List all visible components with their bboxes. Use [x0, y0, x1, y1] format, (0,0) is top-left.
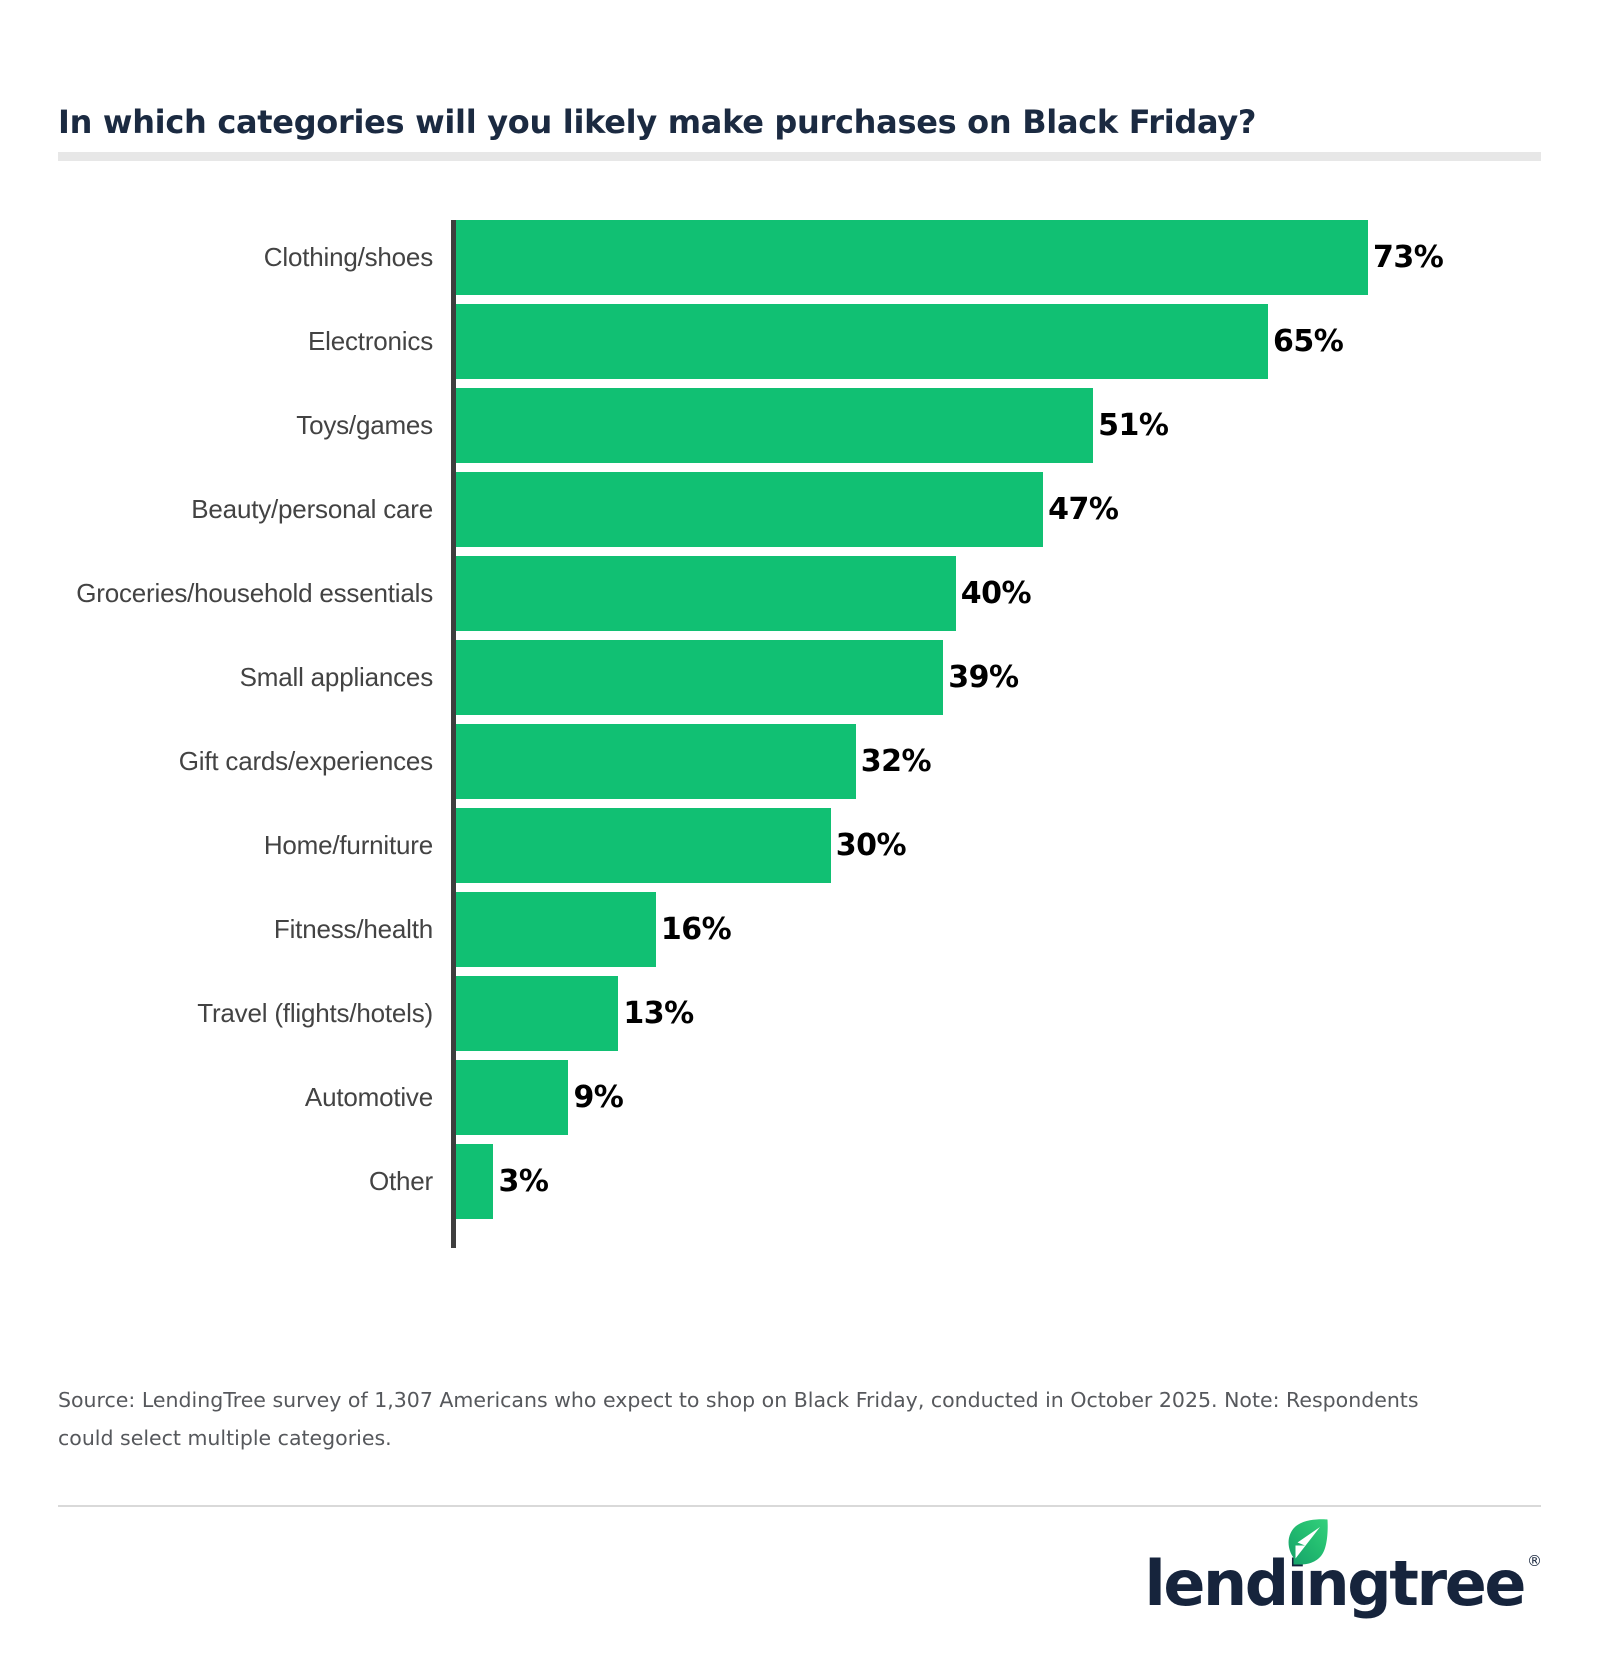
bar-value-label: 65%	[1273, 324, 1344, 359]
bar-row: Gift cards/experiences 32%	[0, 724, 1600, 799]
bar-value-label: 9%	[573, 1080, 624, 1115]
bar	[456, 724, 856, 799]
bar	[456, 1060, 569, 1135]
lendingtree-logo: lendingtree ®	[1144, 1519, 1542, 1621]
category-label: Travel (flights/hotels)	[197, 998, 433, 1028]
bar-row: Toys/games 51%	[0, 388, 1600, 463]
header-divider	[58, 152, 1541, 161]
bar-and-value: 32%	[456, 724, 932, 799]
category-label: Clothing/shoes	[263, 242, 433, 272]
bar-value-label: 30%	[835, 828, 907, 863]
bar-rows: Clothing/shoes 73% Electronics 65% Toys/game…	[0, 220, 1600, 1228]
bar	[456, 556, 956, 631]
bar-value-label: 16%	[660, 912, 732, 947]
source-note: Source: LendingTree survey of 1,307 Amer…	[58, 1388, 1419, 1450]
bar-row: Fitness/health 16%	[0, 892, 1600, 967]
category-label: Other	[368, 1166, 433, 1196]
bar-and-value: 3%	[456, 1144, 549, 1219]
bar-row: Clothing/shoes 73%	[0, 220, 1600, 295]
bar-value-label: 73%	[1373, 240, 1444, 275]
category-label: Groceries/household essentials	[76, 578, 433, 608]
footer-divider	[58, 1505, 1541, 1507]
category-label: Automotive	[304, 1082, 433, 1112]
bar-value-label: 32%	[860, 744, 932, 779]
bar-chart: Clothing/shoes 73% Electronics 65% Toys/game…	[0, 220, 1600, 1280]
bar	[456, 976, 619, 1051]
bar	[456, 472, 1044, 547]
bar-and-value: 47%	[456, 472, 1119, 547]
bar	[456, 304, 1269, 379]
bar-and-value: 13%	[456, 976, 694, 1051]
bar-and-value: 9%	[456, 1060, 624, 1135]
bar-and-value: 16%	[456, 892, 732, 967]
bar-row: Beauty/personal care 47%	[0, 472, 1600, 547]
category-label: Gift cards/experiences	[178, 746, 433, 776]
bar-value-label: 13%	[623, 996, 694, 1031]
category-label: Home/furniture	[263, 830, 433, 860]
bar	[456, 640, 944, 715]
logo-wordmark: lendingtree	[1144, 1547, 1526, 1621]
category-label: Electronics	[308, 326, 433, 356]
bar	[456, 892, 656, 967]
bar-and-value: 51%	[456, 388, 1169, 463]
bar-row: Small appliances 39%	[0, 640, 1600, 715]
bar-row: Groceries/household essentials 40%	[0, 556, 1600, 631]
bar-value-label: 39%	[948, 660, 1019, 695]
bar-value-label: 3%	[498, 1164, 549, 1199]
bar-value-label: 47%	[1048, 492, 1119, 527]
bar	[456, 388, 1094, 463]
category-label: Small appliances	[239, 662, 434, 692]
bar-and-value: 73%	[456, 220, 1444, 295]
bar-and-value: 39%	[456, 640, 1019, 715]
bar-row: Automotive 9%	[0, 1060, 1600, 1135]
leaf-icon	[1287, 1518, 1329, 1566]
bar-and-value: 65%	[456, 304, 1344, 379]
bar	[456, 808, 831, 883]
bar-value-label: 51%	[1098, 408, 1169, 443]
y-axis-line	[451, 220, 456, 1248]
bar-row: Electronics 65%	[0, 304, 1600, 379]
bar-and-value: 40%	[456, 556, 1032, 631]
bar	[456, 220, 1368, 295]
category-label: Fitness/health	[273, 914, 433, 944]
category-label: Toys/games	[296, 410, 433, 440]
category-label: Beauty/personal care	[191, 494, 433, 524]
page-title: In which categories will you likely make…	[58, 103, 1257, 142]
bar-row: Home/furniture 30%	[0, 808, 1600, 883]
bar	[456, 1144, 494, 1219]
bar-and-value: 30%	[456, 808, 907, 883]
bar-row: Other 3%	[0, 1144, 1600, 1219]
registered-trademark-symbol: ®	[1527, 1552, 1542, 1570]
bar-row: Travel (flights/hotels) 13%	[0, 976, 1600, 1051]
bar-value-label: 40%	[960, 576, 1032, 611]
